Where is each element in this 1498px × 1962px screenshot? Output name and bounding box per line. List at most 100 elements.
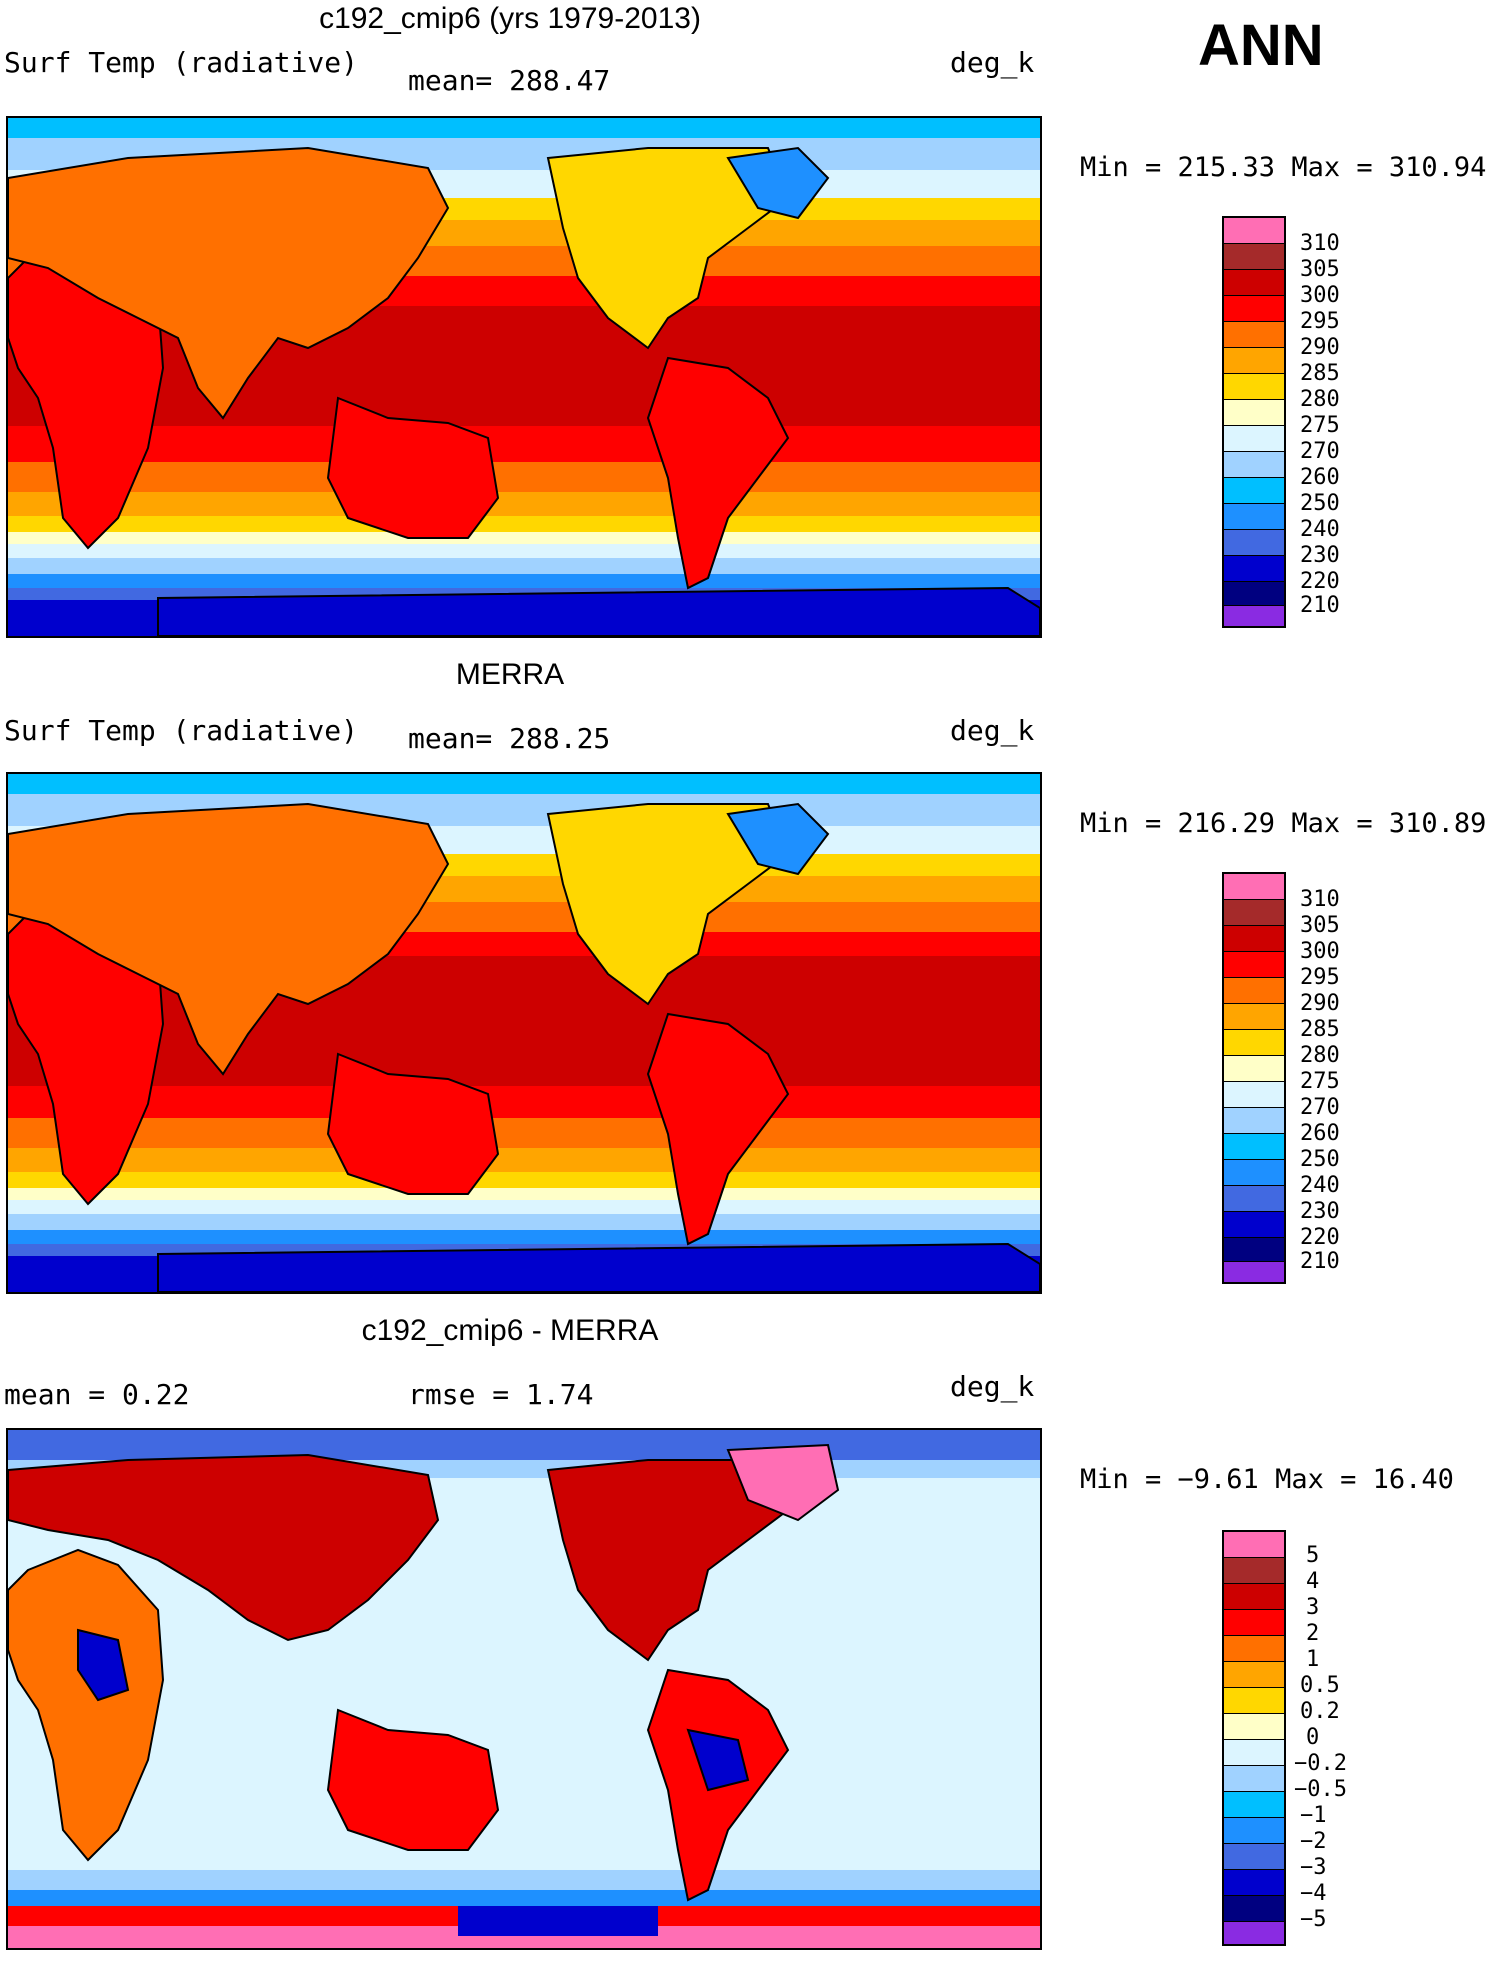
panel-3-colorbar-bin bbox=[1224, 1792, 1284, 1818]
panel-1-colorbar-label: 270 bbox=[1300, 439, 1340, 464]
panel-3-colorbar-label: 3 bbox=[1306, 1595, 1320, 1620]
panel-1-colorbar-label: 220 bbox=[1300, 569, 1340, 594]
panel-2-mean-label: mean= 288.25 bbox=[408, 722, 611, 755]
panel-1-map bbox=[6, 116, 1042, 638]
panel-1-colorbar-label: 260 bbox=[1300, 465, 1340, 490]
panel-1-colorbar-bin bbox=[1224, 400, 1284, 426]
panel-2-colorbar-label: 280 bbox=[1300, 1043, 1340, 1068]
panel-1-colorbar-label: 300 bbox=[1300, 283, 1340, 308]
panel-2-colorbar-bin bbox=[1224, 952, 1284, 978]
panel-2-colorbar-bin bbox=[1224, 900, 1284, 926]
panel-1-colorbar-bin bbox=[1224, 582, 1284, 606]
panel-3-colorbar-label: −5 bbox=[1300, 1907, 1327, 1932]
panel-3-colorbar-label: −1 bbox=[1300, 1803, 1327, 1828]
panel-1-colorbar-bin bbox=[1224, 606, 1284, 626]
panel-1-colorbar-label: 290 bbox=[1300, 335, 1340, 360]
panel-2-colorbar-bin bbox=[1224, 1108, 1284, 1134]
panel-1-colorbar-label: 210 bbox=[1300, 593, 1340, 618]
panel-2-colorbar-label: 250 bbox=[1300, 1147, 1340, 1172]
panel-2-colorbar-bin bbox=[1224, 1030, 1284, 1056]
panel-2-colorbar-label: 270 bbox=[1300, 1095, 1340, 1120]
panel-1-colorbar-label: 230 bbox=[1300, 543, 1340, 568]
panel-2-colorbar-label: 305 bbox=[1300, 913, 1340, 938]
panel-2-colorbar-bin bbox=[1224, 1186, 1284, 1212]
panel-1-colorbar-bin bbox=[1224, 530, 1284, 556]
panel-1-units-label: deg_k bbox=[950, 46, 1035, 79]
panel-2-colorbar-label: 300 bbox=[1300, 939, 1340, 964]
panel-1-colorbar-label: 310 bbox=[1300, 231, 1340, 256]
panel-1-colorbar-label: 305 bbox=[1300, 257, 1340, 282]
panel-3-colorbar-label: 0.5 bbox=[1300, 1673, 1340, 1698]
panel-3-colorbar-bin bbox=[1224, 1610, 1284, 1636]
panel-3-colorbar-bin bbox=[1224, 1740, 1284, 1766]
panel-2-colorbar-bin bbox=[1224, 874, 1284, 900]
panel-3-rmse-label: rmse = 1.74 bbox=[408, 1378, 594, 1411]
panel-2-map bbox=[6, 772, 1042, 1294]
panel-3-colorbar-bin bbox=[1224, 1896, 1284, 1922]
panel-3-units-label: deg_k bbox=[950, 1370, 1035, 1403]
panel-3-colorbar-label: −3 bbox=[1300, 1855, 1327, 1880]
panel-3-colorbar-label: 0.2 bbox=[1300, 1699, 1340, 1724]
panel-1-colorbar-bin bbox=[1224, 270, 1284, 296]
panel-2-units-label: deg_k bbox=[950, 714, 1035, 747]
panel-3-colorbar-label: 5 bbox=[1306, 1543, 1320, 1568]
panel-3-colorbar-label: 4 bbox=[1306, 1569, 1320, 1594]
panel-1-colorbar-bin bbox=[1224, 478, 1284, 504]
panel-2-colorbar-bin bbox=[1224, 1056, 1284, 1082]
panel-3-colorbar-bin bbox=[1224, 1922, 1284, 1944]
panel-3-colorbar-label: 1 bbox=[1306, 1647, 1320, 1672]
panel-2-colorbar-bin bbox=[1224, 978, 1284, 1004]
panel-2-colorbar bbox=[1222, 872, 1286, 1284]
panel-1-colorbar-bin bbox=[1224, 218, 1284, 244]
panel-3-colorbar-bin bbox=[1224, 1870, 1284, 1896]
panel-1-variable-label: Surf Temp (radiative) bbox=[4, 46, 359, 79]
panel-1-colorbar-label: 295 bbox=[1300, 309, 1340, 334]
panel-2-colorbar-label: 220 bbox=[1300, 1225, 1340, 1250]
panel-1-colorbar-label: 280 bbox=[1300, 387, 1340, 412]
panel-3-title: c192_cmip6 - MERRA bbox=[361, 1314, 659, 1347]
panel-2-colorbar-label: 260 bbox=[1300, 1121, 1340, 1146]
panel-1-colorbar-bin bbox=[1224, 322, 1284, 348]
panel-3-colorbar-label: −0.2 bbox=[1294, 1751, 1347, 1776]
panel-1-colorbar-label: 285 bbox=[1300, 361, 1340, 386]
panel-1-minmax: Min = 215.33 Max = 310.94 bbox=[1080, 152, 1487, 183]
panel-3-colorbar-label: −4 bbox=[1300, 1881, 1327, 1906]
panel-2-colorbar-bin bbox=[1224, 1238, 1284, 1262]
panel-3-colorbar-bin bbox=[1224, 1714, 1284, 1740]
panel-2-colorbar-label: 210 bbox=[1300, 1249, 1340, 1274]
panel-3-colorbar-label: 0 bbox=[1306, 1725, 1320, 1750]
season-label: ANN bbox=[1198, 13, 1324, 78]
panel-2-colorbar-label: 240 bbox=[1300, 1173, 1340, 1198]
panel-1-colorbar-bin bbox=[1224, 348, 1284, 374]
panel-1-colorbar-bin bbox=[1224, 244, 1284, 270]
panel-2-colorbar-bin bbox=[1224, 1212, 1284, 1238]
panel-3-colorbar-bin bbox=[1224, 1844, 1284, 1870]
panel-1-title: c192_cmip6 (yrs 1979-2013) bbox=[319, 2, 701, 35]
panel-3-colorbar-bin bbox=[1224, 1558, 1284, 1584]
panel-2-colorbar-label: 275 bbox=[1300, 1069, 1340, 1094]
panel-1-colorbar-label: 275 bbox=[1300, 413, 1340, 438]
panel-1-colorbar-bin bbox=[1224, 452, 1284, 478]
panel-1-colorbar-bin bbox=[1224, 556, 1284, 582]
panel-1-colorbar-bin bbox=[1224, 296, 1284, 322]
panel-3-colorbar-bin bbox=[1224, 1818, 1284, 1844]
panel-2-colorbar-bin bbox=[1224, 1082, 1284, 1108]
panel-1-colorbar-bin bbox=[1224, 374, 1284, 400]
panel-3-colorbar-label: 2 bbox=[1306, 1621, 1320, 1646]
panel-3-colorbar bbox=[1222, 1530, 1286, 1946]
panel-2-colorbar-bin bbox=[1224, 1004, 1284, 1030]
panel-3-minmax: Min = −9.61 Max = 16.40 bbox=[1080, 1464, 1454, 1495]
panel-2-colorbar-label: 295 bbox=[1300, 965, 1340, 990]
panel-2-colorbar-label: 290 bbox=[1300, 991, 1340, 1016]
panel-3-colorbar-bin bbox=[1224, 1662, 1284, 1688]
panel-3-colorbar-label: −2 bbox=[1300, 1829, 1327, 1854]
panel-2-title: MERRA bbox=[455, 658, 565, 691]
panel-2-minmax: Min = 216.29 Max = 310.89 bbox=[1080, 808, 1487, 839]
panel-3-colorbar-bin bbox=[1224, 1766, 1284, 1792]
panel-3-colorbar-bin bbox=[1224, 1688, 1284, 1714]
panel-1-mean-label: mean= 288.47 bbox=[408, 64, 611, 97]
panel-2-colorbar-bin bbox=[1224, 1262, 1284, 1282]
panel-1-colorbar-bin bbox=[1224, 504, 1284, 530]
panel-2-variable-label: Surf Temp (radiative) bbox=[4, 714, 359, 747]
panel-1-colorbar bbox=[1222, 216, 1286, 628]
